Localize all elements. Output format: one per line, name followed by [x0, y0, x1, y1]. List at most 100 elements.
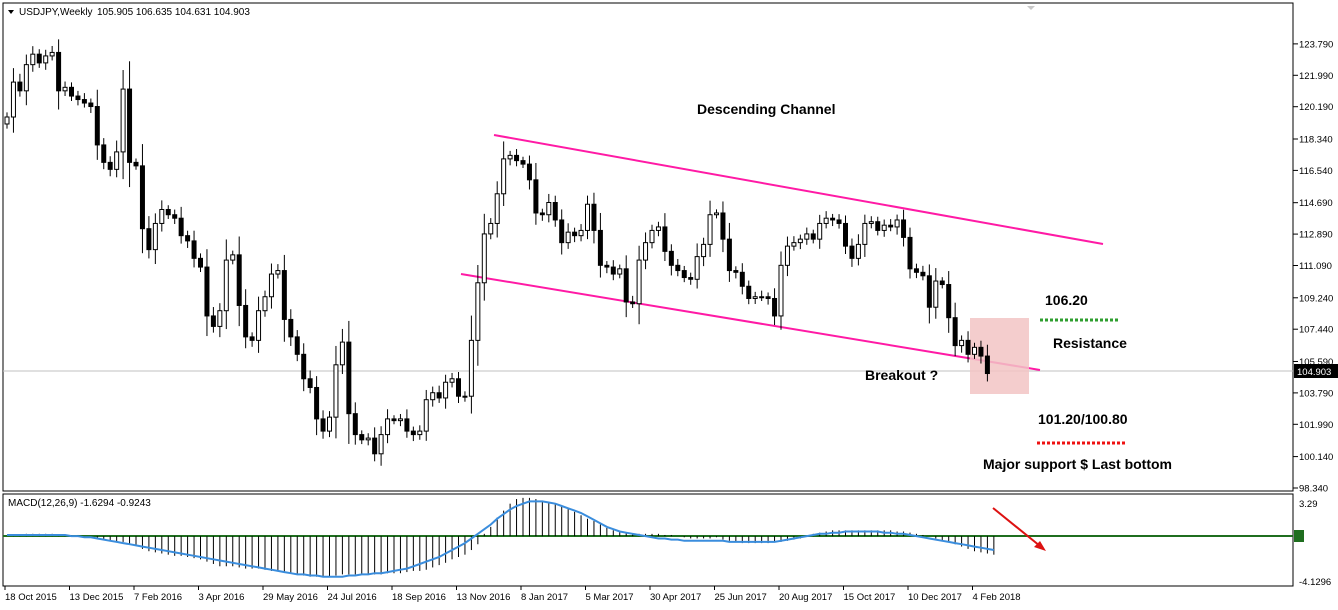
- candle-body: [778, 264, 784, 317]
- candle-body: [849, 245, 855, 259]
- candle-body: [243, 304, 249, 338]
- candle-body: [397, 418, 403, 422]
- candle-body: [565, 231, 571, 244]
- candle-body: [307, 378, 313, 388]
- macd-tick-label: -4.1296: [1299, 577, 1331, 588]
- macd-signal-line: [7, 500, 995, 578]
- chevron-down-icon[interactable]: [1027, 6, 1035, 10]
- candle-body: [965, 339, 971, 355]
- candle-body: [159, 208, 165, 224]
- candle-body: [526, 163, 532, 181]
- candle-body: [10, 81, 16, 118]
- breakout-label: Breakout ?: [865, 367, 938, 383]
- price-tick-label: 98.340: [1299, 484, 1328, 495]
- candle-body: [430, 392, 436, 401]
- candle-body: [830, 217, 836, 221]
- channel-title: Descending Channel: [697, 101, 835, 117]
- candle-body: [714, 212, 719, 216]
- time-tick-label: 3 Apr 2016: [199, 592, 245, 603]
- candle-body: [120, 88, 126, 153]
- candle-body: [636, 259, 642, 305]
- candle-body: [191, 240, 197, 259]
- candle-body: [791, 242, 797, 247]
- candle-body: [520, 160, 526, 165]
- time-tick-label: 25 Jun 2017: [715, 592, 767, 603]
- candle-body: [933, 280, 939, 308]
- candle-body: [817, 222, 823, 240]
- candle-body: [972, 346, 977, 355]
- candle-body: [855, 243, 861, 259]
- candle-body: [959, 339, 965, 347]
- candle-body: [668, 250, 674, 266]
- candle-body: [30, 53, 36, 66]
- candle-body: [888, 224, 894, 228]
- candle-body: [165, 208, 171, 216]
- candle-body: [501, 158, 507, 195]
- time-tick-label: 29 May 2016: [263, 592, 318, 603]
- candle-body: [114, 151, 120, 170]
- candle-body: [217, 310, 223, 327]
- candle-body: [256, 310, 262, 341]
- candle-body: [36, 53, 42, 64]
- chevron-down-icon[interactable]: [8, 10, 14, 14]
- candle-body: [488, 222, 494, 235]
- candle-body: [739, 271, 745, 287]
- candle-body: [75, 95, 81, 101]
- time-tick-label: 13 Nov 2016: [457, 592, 511, 603]
- candle-body: [978, 346, 984, 357]
- price-tick-label: 118.340: [1299, 134, 1333, 145]
- current-price-badge: [1294, 364, 1338, 378]
- candle-body: [456, 378, 461, 397]
- candle-body: [417, 430, 423, 436]
- candle-body: [681, 270, 687, 279]
- candle-body: [481, 233, 487, 284]
- candle-body: [552, 202, 558, 221]
- time-tick-label: 15 Oct 2017: [844, 592, 896, 603]
- candle-body: [236, 254, 242, 306]
- candle-body: [533, 179, 539, 214]
- price-tick-label: 120.190: [1299, 102, 1333, 113]
- candle-body: [268, 273, 274, 298]
- candle-body: [617, 268, 623, 275]
- candle-body: [352, 413, 358, 436]
- candle-body: [494, 193, 500, 224]
- candle-body: [572, 231, 578, 237]
- arrow-down-icon: [1034, 541, 1046, 551]
- price-tick-label: 121.990: [1299, 71, 1333, 82]
- time-tick-label: 18 Sep 2016: [392, 592, 446, 603]
- candle-body: [643, 242, 649, 261]
- time-tick-label: 8 Jan 2017: [521, 592, 568, 603]
- candle-body: [881, 224, 887, 231]
- candle-body: [443, 381, 449, 399]
- price-tick-label: 111.090: [1299, 261, 1332, 272]
- time-tick-label: 7 Feb 2016: [134, 592, 182, 603]
- ohlc-values: 105.905 106.635 104.631 104.903: [97, 7, 250, 18]
- candle-body: [94, 106, 100, 146]
- candle-body: [514, 154, 520, 162]
- candle-body: [726, 238, 732, 272]
- time-tick-label: 20 Aug 2017: [779, 592, 832, 603]
- candle-body: [939, 280, 945, 286]
- candle-body: [56, 51, 62, 92]
- candle-body: [449, 378, 455, 383]
- support-value: 101.20/100.80: [1038, 411, 1128, 427]
- candle-body: [539, 212, 545, 216]
- candle-body: [507, 154, 513, 160]
- candle-body: [475, 282, 481, 341]
- candle-body: [868, 221, 874, 224]
- candle-body: [804, 233, 810, 240]
- candle-body: [333, 364, 339, 418]
- candle-body: [701, 243, 707, 258]
- candle-body: [210, 315, 216, 327]
- candle-body: [17, 81, 23, 92]
- candle-body: [926, 275, 932, 308]
- candle-body: [204, 266, 210, 317]
- candle-body: [746, 285, 752, 299]
- time-tick-label: 24 Jul 2016: [328, 592, 377, 603]
- candle-body: [784, 245, 790, 266]
- resistance-label: Resistance: [1053, 335, 1127, 351]
- down-arrow-line: [992, 507, 1041, 547]
- candle-body: [984, 355, 990, 375]
- candle-body: [752, 296, 758, 299]
